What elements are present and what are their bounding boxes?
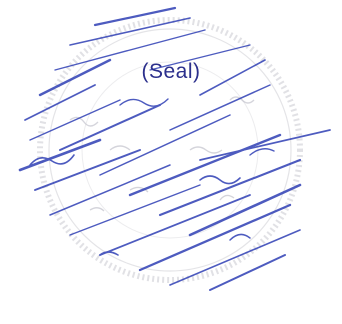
seal-emboss-marks	[69, 96, 255, 212]
seal-ring	[37, 17, 303, 283]
seal-label: (Seal)	[141, 60, 201, 83]
signature-scribble	[18, 6, 331, 291]
